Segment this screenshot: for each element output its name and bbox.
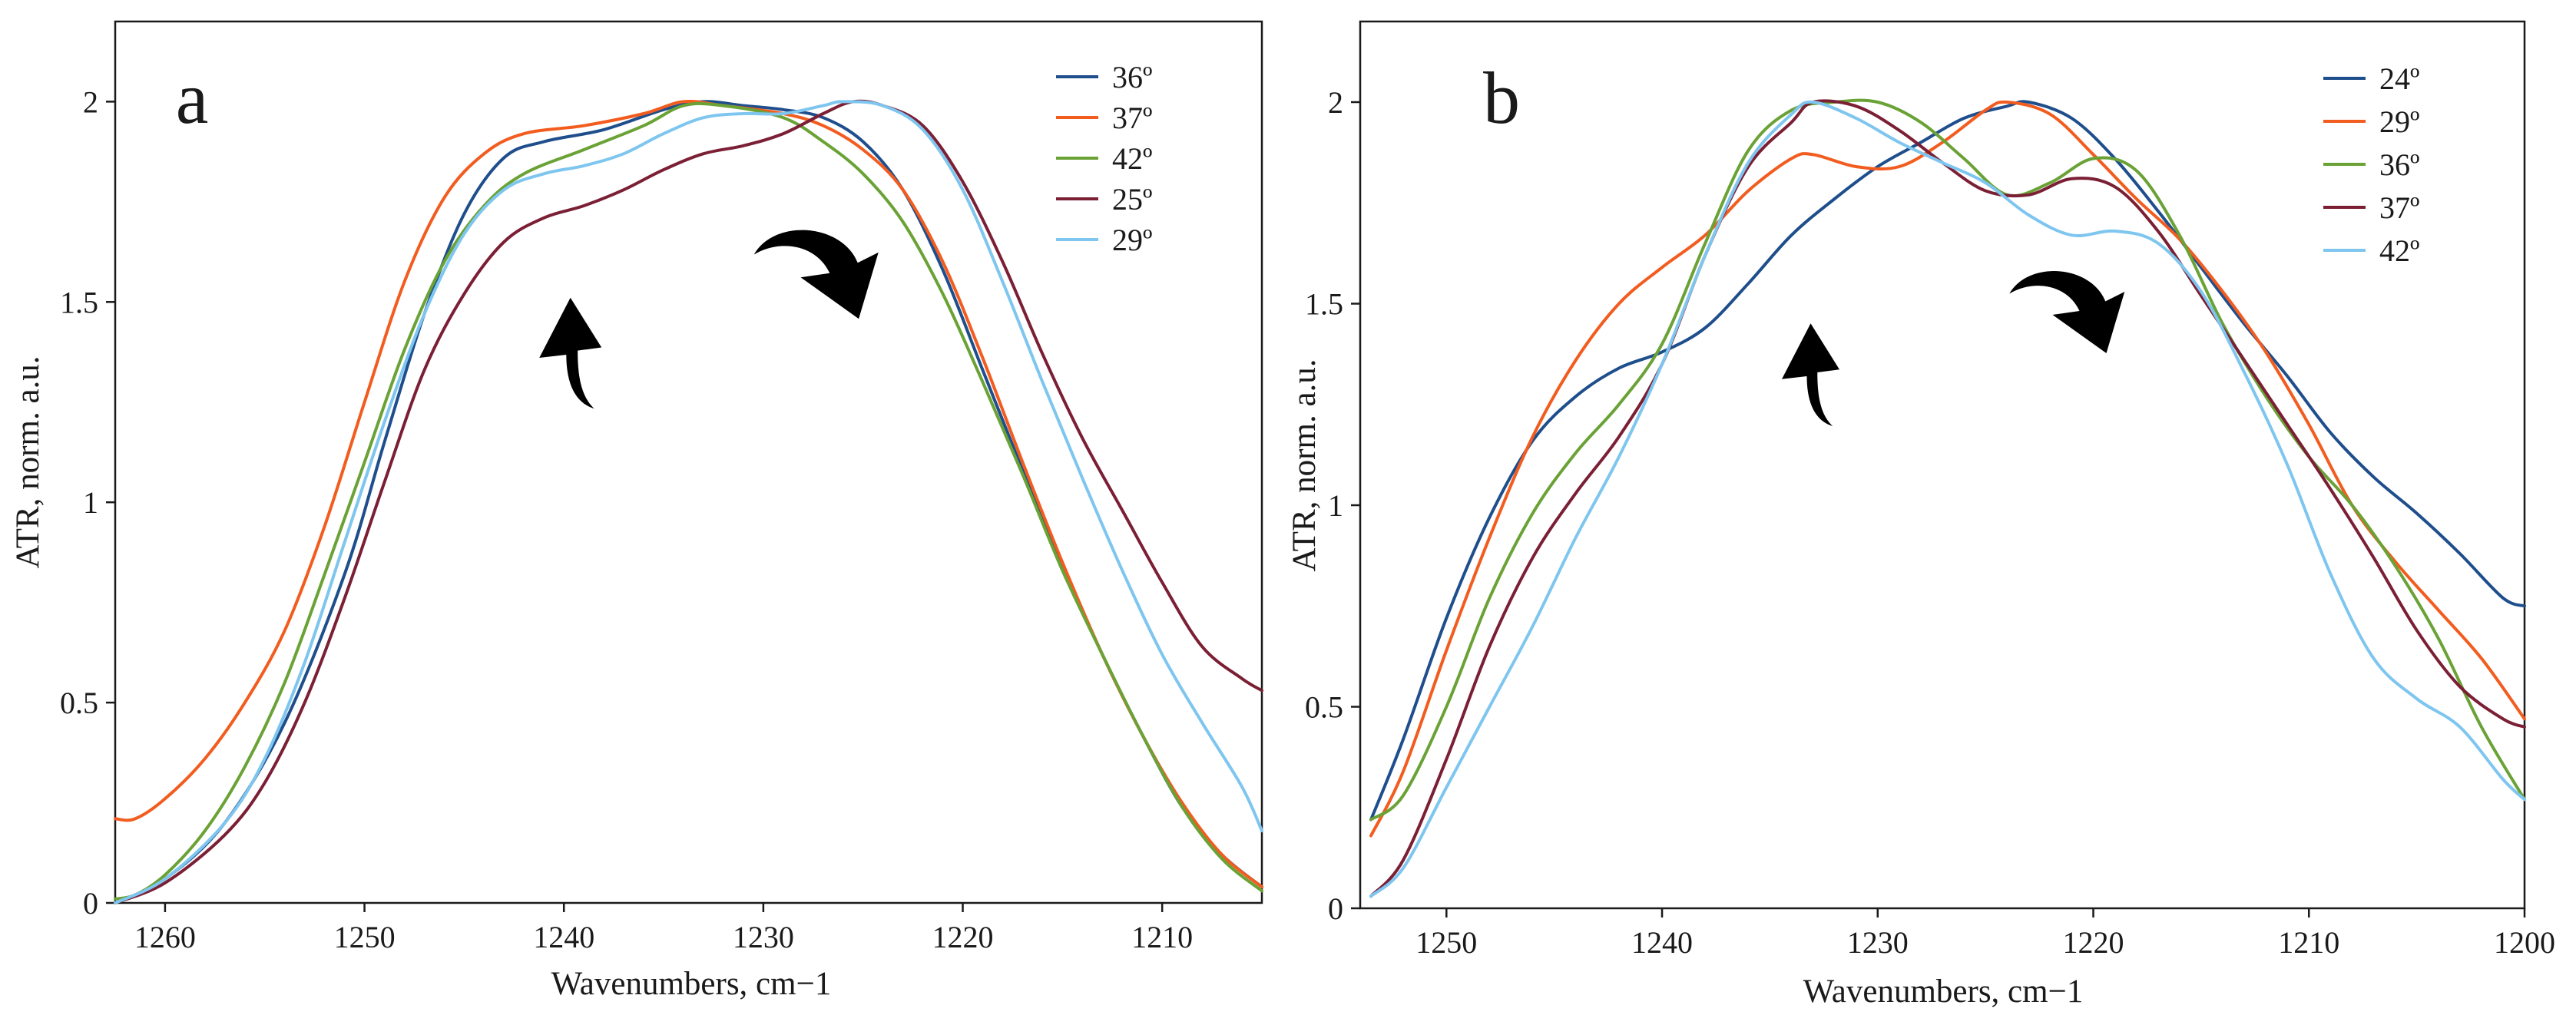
x-tick-label: 1210 [1131,920,1193,954]
curved-arrow-down-right-icon [2009,271,2125,353]
panel-a-letter: a [176,57,209,139]
y-tick-label: 2 [1328,85,1343,120]
panel-b: b Wavenumbers, cm−1 ATR, norm. a.u. 1250… [1286,20,2555,1010]
y-tick-label: 2 [83,84,98,119]
panel-a-legend: 36º 37º 42º 25º 29º [1056,60,1152,257]
legend-label: 37º [1112,101,1152,135]
curved-arrow-up-icon [1782,323,1839,426]
panel-b-legend: 24º 29º 36º 37º 42º [2323,61,2419,268]
legend-label: 25º [1112,182,1152,217]
x-tick-label: 1210 [2278,925,2339,960]
y-tick-label: 1.5 [60,285,98,319]
series-line-a-2 [114,101,1263,901]
y-tick-label: 1 [1328,488,1343,523]
y-tick-label: 0.5 [60,686,98,720]
series-line-b-4 [1369,100,2526,898]
panel-a: a Wavenumbers, cm−1 ATR, norm. a.u. 1260… [10,20,1263,1002]
curved-arrow-up-icon [539,297,602,409]
curved-arrow-down-right-icon [753,230,879,319]
legend-label: 36º [1112,60,1152,94]
panel-b-xlabel: Wavenumbers, cm−1 [1803,974,2084,1010]
panel-b-frame [1359,20,2526,910]
x-tick-label: 1240 [1631,925,1693,960]
y-tick-label: 0.5 [1305,690,1343,725]
series-line-b-2 [1369,98,2526,822]
series-line-a-1 [114,100,1263,889]
series-line-b-3 [1369,99,2526,898]
x-tick-label: 1260 [134,920,196,954]
y-tick-label: 0 [1328,891,1343,926]
panel-a-frame [114,20,1263,904]
x-tick-label: 1250 [334,920,396,954]
legend-label: 37º [2379,190,2419,225]
legend-label: 42º [2379,233,2419,268]
panel-a-ylabel: ATR, norm. a.u. [10,355,46,568]
legend-label: 29º [2379,104,2419,139]
series-line-a-3 [114,99,1263,904]
panel-a-xlabel: Wavenumbers, cm−1 [551,966,832,1002]
series-line-a-4 [114,100,1263,904]
panel-a-ticks: 1260 1250 1240 1230 1220 1210 0 0.5 1 1.5 2 [60,84,1193,954]
y-tick-label: 1 [83,485,98,520]
legend-label: 36º [2379,147,2419,182]
panel-b-series [1369,98,2526,898]
y-tick-label: 0 [83,886,98,921]
legend-label: 29º [1112,223,1152,257]
x-tick-label: 1220 [2063,925,2124,960]
x-tick-label: 1220 [932,920,994,954]
legend-label: 24º [2379,61,2419,96]
x-tick-label: 1200 [2494,925,2555,960]
legend-label: 42º [1112,141,1152,176]
series-line-a-0 [114,100,1263,904]
x-tick-label: 1230 [1847,925,1909,960]
panel-b-ticks: 1250 1240 1230 1220 1210 1200 0 0.5 1 1.5 2 [1305,85,2555,960]
x-tick-label: 1250 [1415,925,1477,960]
y-tick-label: 1.5 [1305,287,1343,322]
x-tick-label: 1240 [533,920,594,954]
panel-b-ylabel: ATR, norm. a.u. [1286,359,1323,571]
panel-a-series [114,99,1263,904]
series-line-b-0 [1369,100,2526,822]
series-line-b-1 [1369,100,2526,838]
panel-b-letter: b [1483,57,1520,139]
x-tick-label: 1230 [733,920,794,954]
